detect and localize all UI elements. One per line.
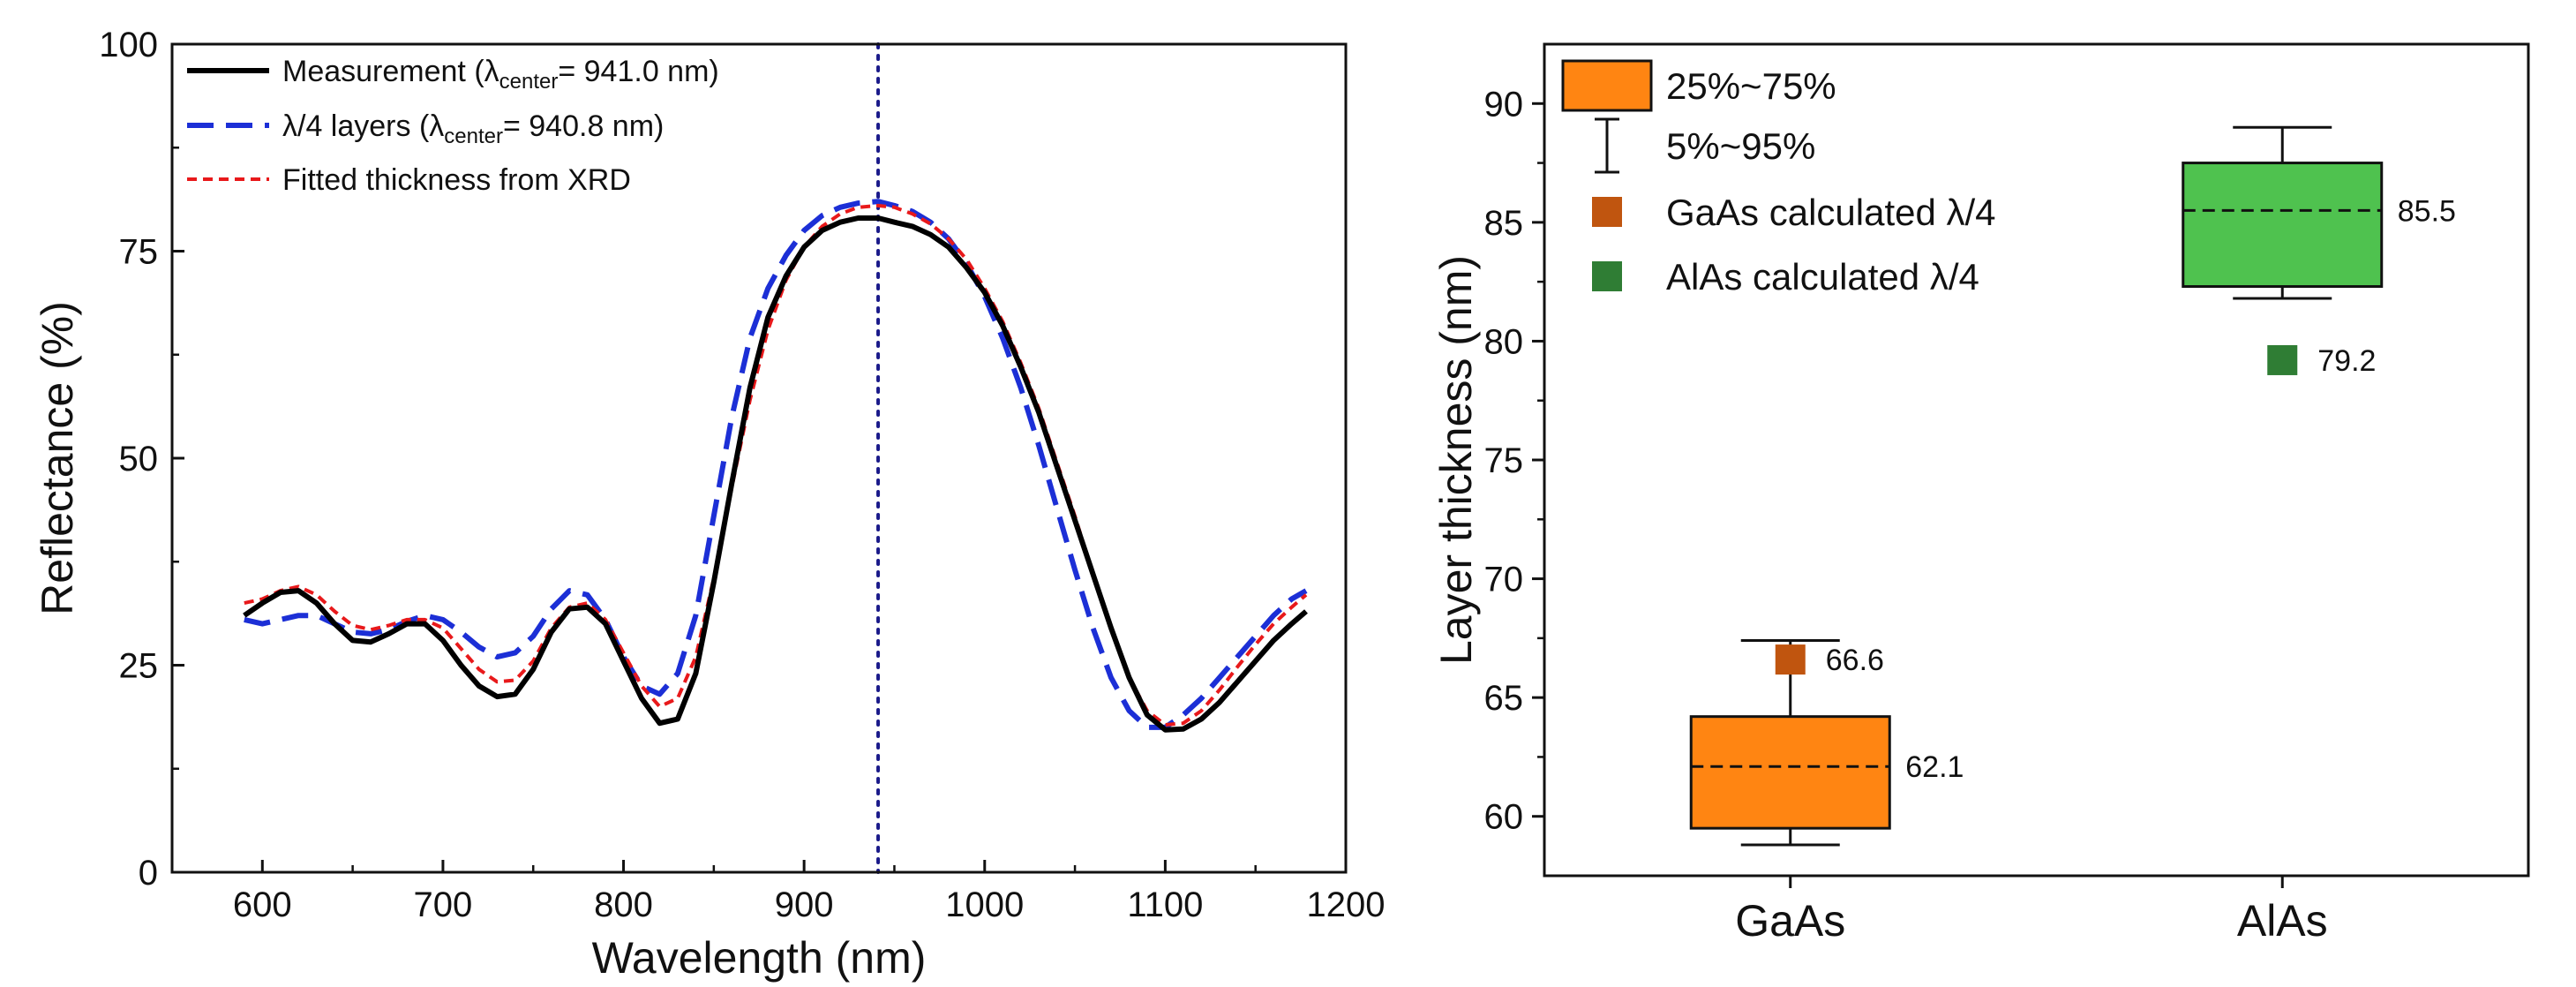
y-tick-label: 65: [1484, 679, 1524, 718]
y-tick-label: 90: [1484, 85, 1524, 124]
y-tick-label: 80: [1484, 322, 1524, 361]
legend-text-pre: Fitted thickness from XRD: [282, 163, 631, 197]
legend-label-1: λ/4 layers (λcenter= 940.8 nm): [282, 109, 664, 148]
legend-label-0: Measurement (λcenter= 941.0 nm): [282, 55, 719, 94]
legend-box-swatch: [1561, 59, 1653, 112]
x-tick-label: 900: [775, 885, 834, 924]
legend-text-pre: λ/4 layers (: [282, 109, 430, 143]
legend-label-2: Fitted thickness from XRD: [282, 163, 631, 197]
y-tick-label: 85: [1484, 204, 1524, 243]
right-y-ticks: 60 65 70 75 80 85 90: [1484, 85, 1544, 837]
legend-label-3: AlAs calculated λ/4: [1666, 256, 1979, 298]
iqr-box: [1689, 715, 1891, 830]
legend-label-2: GaAs calculated λ/4: [1666, 192, 1996, 233]
y-tick-label: 70: [1484, 561, 1524, 599]
series-line-1: [244, 199, 1308, 730]
legend-text-post: = 941.0 nm): [558, 55, 718, 88]
y-tick-label: 25: [119, 647, 159, 686]
x-tick-label: 1000: [945, 885, 1024, 924]
left-x-axis-label: Wavelength (nm): [592, 933, 927, 983]
calculated-marker: [1775, 644, 1806, 675]
y-tick-label: 0: [139, 854, 158, 893]
legend-gaas-marker: [1592, 197, 1622, 227]
x-tick-label: 1200: [1307, 885, 1386, 924]
box-gaas: 62.1 66.6: [1689, 639, 1964, 847]
calculated-value-label: 79.2: [2317, 344, 2376, 378]
median-value-label: 85.5: [2398, 194, 2456, 228]
x-tick-label: 600: [233, 885, 292, 924]
calculated-marker: [2267, 344, 2298, 375]
x-tick-label: 800: [594, 885, 653, 924]
legend-alas-marker: [1592, 261, 1622, 291]
layer-thickness-chart: 62.1 66.6 85.5 79.2 60 65 70 75 80 85 90 GaAs AlAs…: [1431, 42, 2530, 946]
y-tick-label: 60: [1484, 798, 1524, 837]
box-alas: 85.5 79.2: [2182, 125, 2456, 378]
x-tick-label: 1100: [1127, 885, 1203, 924]
right-legend: 25%~75% 5%~95% GaAs calculated λ/4 AlAs cal…: [1561, 59, 1996, 298]
left-legend: Measurement (λcenter= 941.0 nm)λ/4 layer…: [187, 55, 719, 197]
left-y-axis-label: Reflectance (%): [33, 301, 82, 615]
median-value-label: 62.1: [1905, 750, 1964, 784]
y-tick-label: 75: [119, 233, 159, 272]
y-tick-label: 100: [99, 26, 158, 64]
left-y-ticks: 0 25 50 75 100: [99, 26, 184, 893]
legend-label-1: 5%~95%: [1666, 125, 1815, 167]
right-y-axis-label: Layer thickness (nm): [1431, 255, 1481, 665]
y-tick-label: 75: [1484, 441, 1524, 480]
legend-text-subscript: center: [499, 70, 559, 94]
category-label: AlAs: [2237, 896, 2328, 946]
iqr-box: [2182, 162, 2384, 289]
calculated-value-label: 66.6: [1826, 644, 1884, 677]
legend-text-symbol: λ: [429, 109, 444, 143]
y-tick-label: 50: [119, 440, 159, 478]
legend-text-subscript: center: [444, 124, 503, 148]
legend-text-pre: Measurement (: [282, 55, 484, 88]
right-x-categories: GaAs AlAs: [1735, 876, 2328, 946]
series-line-2: [244, 203, 1308, 727]
left-x-ticks: 600 700 800 900 1000 1100 1200: [233, 860, 1386, 924]
box-series: 62.1 66.6 85.5 79.2: [1689, 125, 2456, 847]
reflectance-chart: 600 700 800 900 1000 1100 1200 0 25 50 75 100 Wave…: [33, 26, 1385, 983]
legend-text-post: = 940.8 nm): [503, 109, 664, 143]
legend-label-0: 25%~75%: [1666, 65, 1836, 107]
x-tick-label: 700: [414, 885, 473, 924]
legend-text-symbol: λ: [484, 55, 499, 88]
category-label: GaAs: [1735, 896, 1845, 946]
reflectance-series: [243, 199, 1308, 733]
series-line-0: [243, 215, 1308, 733]
